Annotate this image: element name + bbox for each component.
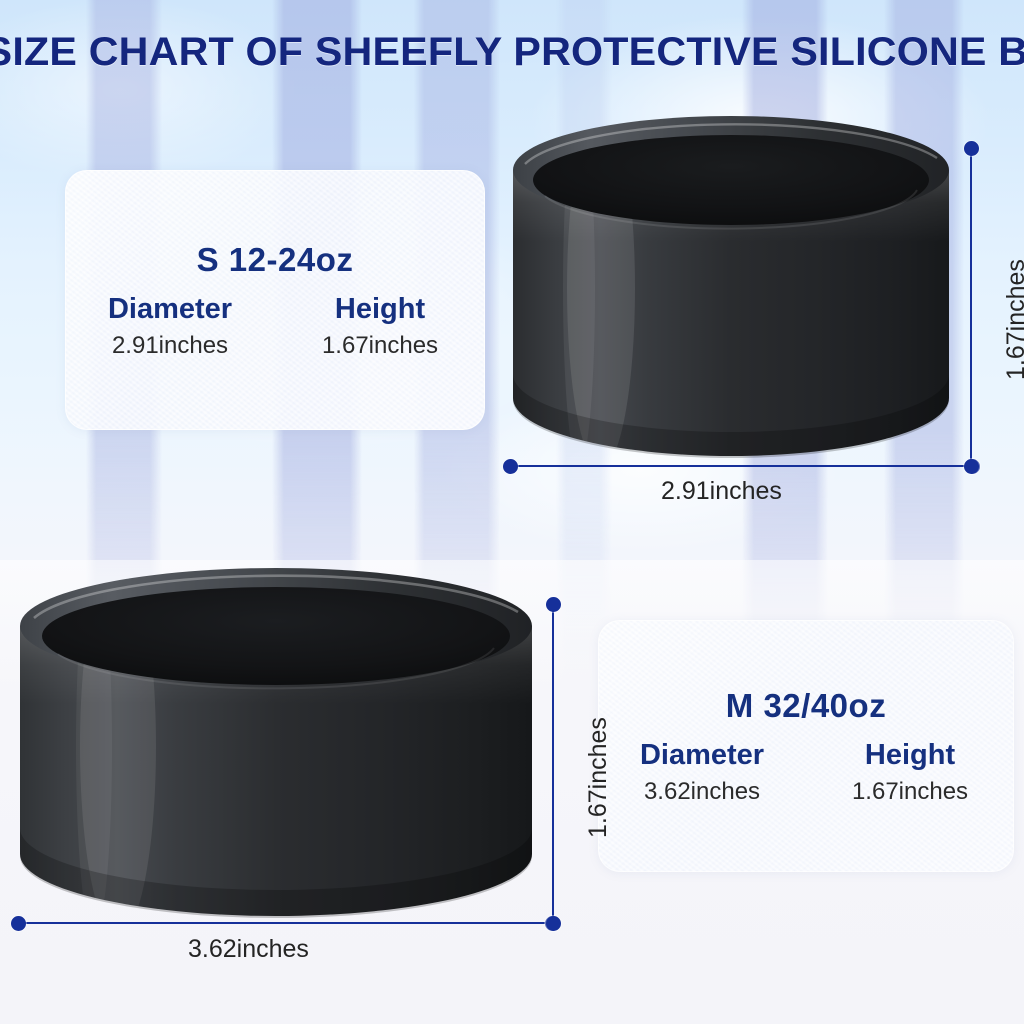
dimension-endpoint-dot — [964, 459, 979, 474]
product-image-small-boot: Apro°FLask — [505, 116, 957, 466]
size-card-m-columns: Diameter 3.62inches Height 1.67inches — [598, 739, 1014, 806]
dimension-label-top-height: 1.67inches — [1002, 259, 1024, 380]
size-card-m: M 32/40oz Diameter 3.62inches Height 1.6… — [598, 620, 1014, 872]
size-card-m-diameter: Diameter 3.62inches — [598, 739, 806, 806]
size-card-s-title: S 12-24oz — [196, 240, 354, 278]
size-card-m-diameter-value: 3.62inches — [643, 777, 761, 805]
product-image-medium-boot: Apro°FLask — [10, 566, 540, 926]
size-card-s-diameter-value: 2.91inches — [111, 331, 229, 359]
dimension-endpoint-dot — [546, 916, 561, 931]
size-card-s-height: Height 1.67inches — [275, 293, 485, 360]
size-card-m-height-value: 1.67inches — [851, 777, 969, 805]
size-card-m-title: M 32/40oz — [725, 686, 887, 724]
dimension-label-bottom-width: 3.62inches — [188, 935, 309, 963]
size-card-s-height-value: 1.67inches — [321, 331, 439, 359]
page-title: SIZE CHART OF SHEEFLY PROTECTIVE SILICON… — [0, 30, 1024, 74]
size-card-s: S 12-24oz Diameter 2.91inches Height 1.6… — [65, 170, 485, 430]
size-card-s-height-label: Height — [334, 292, 426, 325]
size-card-m-diameter-label: Diameter — [639, 738, 765, 771]
size-card-s-diameter: Diameter 2.91inches — [65, 293, 275, 360]
dimension-label-top-width: 2.91inches — [661, 477, 782, 505]
dimension-endpoint-dot — [546, 597, 561, 612]
dimension-endpoint-dot — [964, 141, 979, 156]
size-card-s-diameter-label: Diameter — [107, 292, 233, 325]
dimension-line-bottom-width — [18, 922, 552, 924]
size-card-m-height: Height 1.67inches — [806, 739, 1014, 806]
dimension-line-top-width — [510, 465, 972, 467]
size-card-s-columns: Diameter 2.91inches Height 1.67inches — [65, 293, 485, 360]
dimension-label-bottom-height: 1.67inches — [584, 717, 612, 838]
size-card-m-height-label: Height — [864, 738, 956, 771]
dimension-endpoint-dot — [503, 459, 518, 474]
dimension-line-top-height — [970, 148, 972, 466]
dimension-line-bottom-height — [552, 604, 554, 922]
dimension-endpoint-dot — [11, 916, 26, 931]
